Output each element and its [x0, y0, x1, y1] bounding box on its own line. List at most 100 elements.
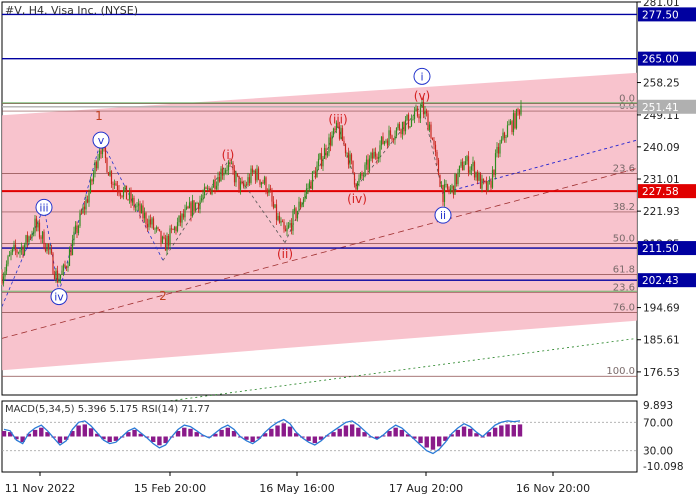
candle-body [352, 160, 354, 173]
wave-connector [337, 125, 358, 187]
candle-body [230, 162, 233, 164]
candle-body [371, 152, 374, 159]
candle-body [266, 191, 269, 194]
candle-body [172, 229, 174, 230]
candle-body [461, 161, 464, 171]
macd-bar [63, 436, 69, 440]
candle-body [7, 256, 9, 265]
candle-body [119, 193, 122, 196]
price-level-badge [638, 7, 696, 22]
macd-bar [76, 425, 81, 437]
candle-body [161, 236, 164, 243]
candle-body [445, 184, 447, 185]
price-level-badge [638, 99, 696, 114]
macd-bar [455, 429, 461, 437]
candle-body [493, 169, 495, 175]
x-tick-label: 17 Aug 20:00 [389, 482, 463, 495]
candle-body [433, 140, 435, 145]
candle-body [343, 140, 345, 144]
price-tick-label: 281.01 [643, 0, 680, 9]
candle-body [500, 139, 503, 143]
candle-body [50, 249, 53, 254]
candle-body [374, 151, 377, 157]
candle-body [185, 206, 188, 210]
candle-body [451, 185, 453, 189]
price-tick-label: 194.69 [643, 303, 680, 315]
candle-body [329, 137, 332, 146]
candle-body [466, 156, 468, 162]
candle-body [271, 192, 273, 202]
candle-body [317, 158, 320, 166]
candle-body [109, 171, 111, 176]
macd-bar [511, 424, 516, 437]
candle-body [34, 218, 36, 233]
candle-body [56, 270, 59, 283]
fib-level-label: 0.0 [619, 94, 635, 105]
candle-body [484, 180, 486, 182]
candle-body [434, 144, 437, 153]
candles [1, 96, 522, 287]
candle-body [151, 218, 153, 225]
candle-body [178, 215, 180, 223]
macd-bar [32, 429, 38, 437]
price-level-label: 202.43 [642, 275, 679, 287]
wave-label: 1 [95, 109, 103, 123]
candle-body [73, 231, 75, 240]
candle-body [139, 203, 141, 214]
candle-body [142, 205, 144, 219]
x-tick-label: 11 Nov 2022 [5, 482, 75, 495]
wave-connector [162, 161, 229, 261]
candle-body [373, 151, 375, 159]
candle-body [202, 194, 204, 199]
candle-body [263, 177, 266, 184]
macd-bar [132, 429, 137, 437]
candle-body [313, 171, 315, 173]
wave-label-circle [92, 131, 110, 149]
candle-body [89, 179, 92, 193]
chart-title: #V, H4. Visa Inc. (NYSE) [5, 4, 138, 17]
price-level-label: 211.50 [642, 243, 679, 255]
candle-body [323, 148, 326, 159]
macd-bar [244, 436, 249, 440]
candle-body [239, 181, 242, 190]
fib-level-label: 23.6 [613, 282, 635, 293]
wave-label: v [98, 134, 105, 147]
candle-body [121, 195, 123, 197]
macd-bar [430, 436, 436, 450]
candle-body [250, 168, 252, 183]
macd-bar [126, 432, 131, 437]
macd-bar [468, 428, 473, 437]
candle-body [175, 227, 177, 232]
macd-bar [101, 436, 106, 440]
candle-body [320, 153, 323, 167]
candle-body [83, 206, 86, 210]
candle-body [437, 159, 440, 175]
candle-body [328, 137, 330, 153]
candle-body [346, 152, 348, 154]
candle-body [415, 108, 417, 111]
macd-bar [138, 433, 143, 437]
candle-body [253, 170, 255, 173]
candle-body [196, 202, 198, 204]
wave-label: (i) [222, 148, 235, 162]
candle-body [311, 171, 314, 189]
macd-bar [8, 432, 13, 437]
macd-bar [194, 432, 199, 437]
candle-body [491, 169, 494, 188]
candle-body [268, 188, 270, 194]
candle-body [157, 227, 159, 229]
candle-body [361, 173, 363, 176]
candle-body [236, 173, 239, 176]
candle-body [308, 181, 311, 189]
price-tick-label: 221.93 [643, 206, 680, 218]
candle-body [355, 184, 357, 190]
candle-body [205, 187, 207, 189]
candle-body [404, 119, 407, 132]
candle-body [107, 172, 110, 176]
candle-body [298, 201, 300, 212]
macd-bar [436, 436, 442, 447]
candle-body [457, 172, 459, 185]
candle-body [199, 200, 201, 210]
price-level-label: 227.58 [642, 186, 679, 198]
